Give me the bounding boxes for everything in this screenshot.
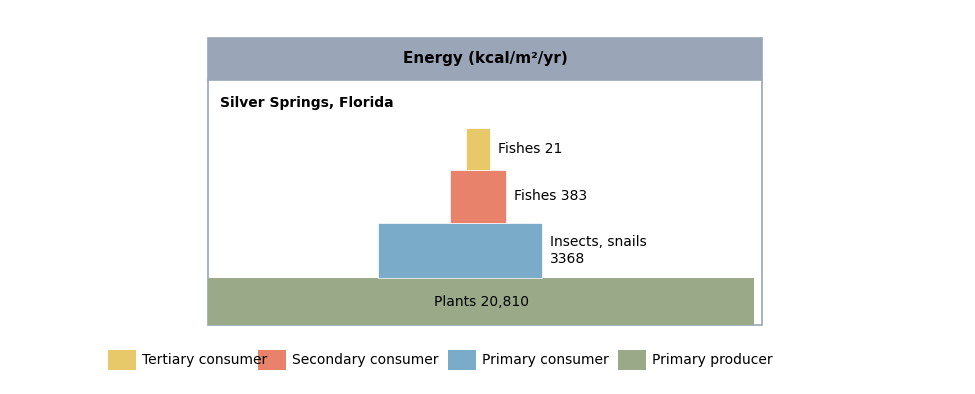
- Text: Silver Springs, Florida: Silver Springs, Florida: [220, 96, 394, 110]
- Bar: [108, 350, 136, 370]
- Bar: [448, 350, 476, 370]
- Text: Fishes 21: Fishes 21: [498, 142, 563, 156]
- Bar: [208, 80, 762, 325]
- Text: Secondary consumer: Secondary consumer: [292, 353, 439, 367]
- Text: Plants 20,810: Plants 20,810: [434, 294, 528, 309]
- Bar: [258, 350, 286, 370]
- Bar: [466, 128, 490, 170]
- Bar: [378, 223, 542, 278]
- Bar: [208, 278, 754, 325]
- Text: Tertiary consumer: Tertiary consumer: [142, 353, 267, 367]
- Text: Insects, snails
3368: Insects, snails 3368: [550, 235, 646, 266]
- Text: Fishes 383: Fishes 383: [514, 190, 587, 203]
- Text: Primary producer: Primary producer: [652, 353, 772, 367]
- Bar: [618, 350, 646, 370]
- Text: Energy (kcal/m²/yr): Energy (kcal/m²/yr): [403, 52, 567, 67]
- Bar: [208, 38, 762, 80]
- Text: Primary consumer: Primary consumer: [482, 353, 608, 367]
- Bar: [450, 170, 506, 223]
